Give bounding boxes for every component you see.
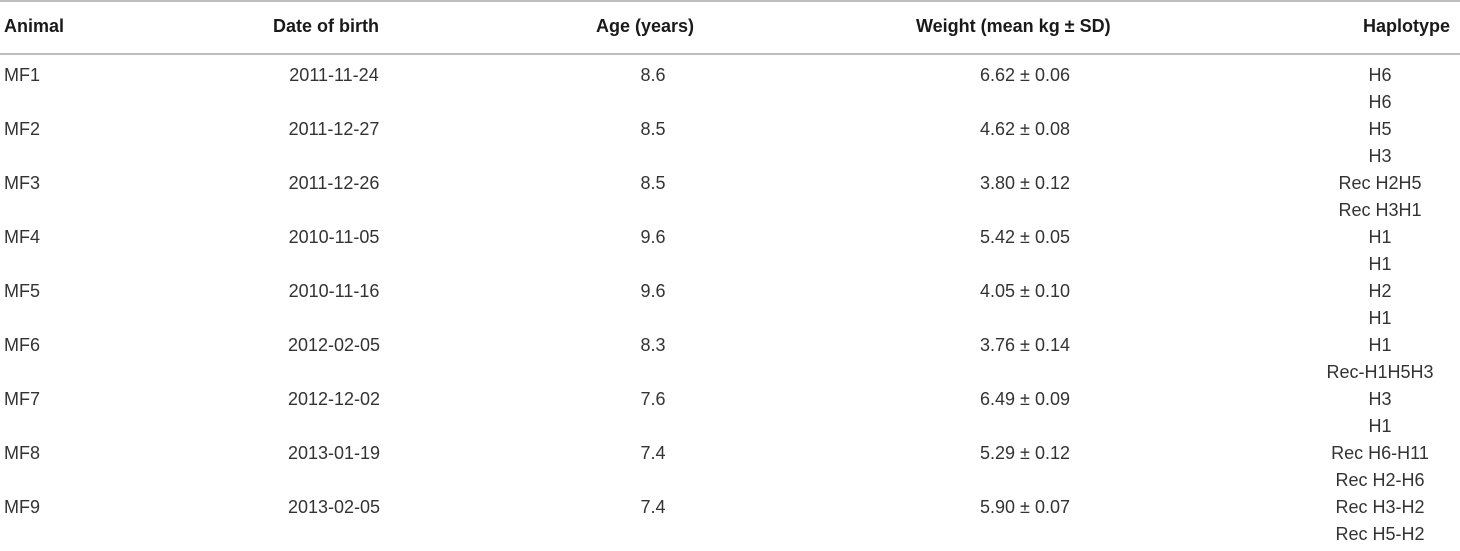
table-row: MF9 2013-02-05 7.4 5.90 ± 0.07 Rec H3-H2…: [0, 487, 1460, 544]
haplotype-2: Rec H3H1: [1338, 200, 1422, 220]
cell-age: 9.6: [640, 281, 666, 301]
cell-haplotype: Rec H2H5 Rec H3H1: [1300, 173, 1460, 227]
cell-haplotype: Rec H3-H2 Rec H5-H2: [1300, 497, 1460, 551]
haplotype-2: H1: [1368, 416, 1392, 436]
haplotype-1: H3: [1368, 389, 1392, 409]
header-animal: Animal: [4, 16, 65, 36]
cell-age: 8.5: [640, 119, 666, 139]
cell-date-of-birth: 2011-11-24: [289, 65, 379, 85]
cell-weight: 5.90 ± 0.07: [980, 497, 1070, 517]
cell-weight: 3.80 ± 0.12: [980, 173, 1070, 193]
table-row: MF6 2012-02-05 8.3 3.76 ± 0.14 H1 Rec-H1…: [0, 325, 1460, 382]
cell-animal: MF6: [4, 335, 40, 355]
haplotype-1: Rec H2H5: [1338, 173, 1422, 193]
cell-age: 8.5: [640, 173, 666, 193]
cell-animal: MF5: [4, 281, 40, 301]
cell-date-of-birth: 2013-01-19: [287, 443, 381, 463]
haplotype-2: Rec H2-H6: [1335, 470, 1425, 490]
table-row: MF3 2011-12-26 8.5 3.80 ± 0.12 Rec H2H5 …: [0, 163, 1460, 220]
table-top-rule: [0, 0, 1460, 2]
table-row: MF7 2012-12-02 7.6 6.49 ± 0.09 H3 H1: [0, 379, 1460, 436]
cell-weight: 6.62 ± 0.06: [980, 65, 1070, 85]
cell-date-of-birth: 2012-02-05: [287, 335, 381, 355]
cell-animal: MF4: [4, 227, 40, 247]
cell-animal: MF7: [4, 389, 40, 409]
header-weight: Weight (mean kg ± SD): [916, 16, 1111, 36]
haplotype-1: H6: [1368, 65, 1392, 85]
cell-age: 8.3: [640, 335, 666, 355]
cell-date-of-birth: 2010-11-05: [288, 227, 380, 247]
header-date-of-birth: Date of birth: [273, 16, 379, 36]
cell-weight: 3.76 ± 0.14: [980, 335, 1070, 355]
table-row: MF5 2010-11-16 9.6 4.05 ± 0.10 H2 H1: [0, 271, 1460, 328]
cell-haplotype: H5 H3: [1300, 119, 1460, 173]
haplotype-1: Rec H6-H11: [1331, 443, 1429, 463]
cell-age: 9.6: [640, 227, 666, 247]
cell-date-of-birth: 2013-02-05: [287, 497, 381, 517]
cell-age: 7.6: [640, 389, 666, 409]
cell-haplotype: H6 H6: [1300, 65, 1460, 119]
haplotype-2: Rec-H1H5H3: [1326, 362, 1434, 382]
haplotype-2: Rec H5-H2: [1335, 524, 1425, 544]
cell-haplotype: H1 Rec-H1H5H3: [1300, 335, 1460, 389]
cell-weight: 4.62 ± 0.08: [980, 119, 1070, 139]
haplotype-2: H6: [1368, 92, 1392, 112]
cell-age: 8.6: [640, 65, 666, 85]
table-header-row: Animal Date of birth Age (years) Weight …: [0, 0, 1460, 53]
cell-date-of-birth: 2011-12-27: [288, 119, 380, 139]
haplotype-1: H2: [1368, 281, 1392, 301]
cell-animal: MF3: [4, 173, 40, 193]
cell-haplotype: H1 H1: [1300, 227, 1460, 281]
cell-weight: 4.05 ± 0.10: [980, 281, 1070, 301]
cell-animal: MF9: [4, 497, 40, 517]
cell-weight: 5.42 ± 0.05: [980, 227, 1070, 247]
table-row: MF1 2011-11-24 8.6 6.62 ± 0.06 H6 H6: [0, 55, 1460, 112]
table-row: MF4 2010-11-05 9.6 5.42 ± 0.05 H1 H1: [0, 217, 1460, 274]
cell-weight: 5.29 ± 0.12: [980, 443, 1070, 463]
header-age: Age (years): [596, 16, 695, 36]
cell-animal: MF1: [4, 65, 40, 85]
haplotype-2: H1: [1368, 254, 1392, 274]
table-row: MF8 2013-01-19 7.4 5.29 ± 0.12 Rec H6-H1…: [0, 433, 1460, 490]
cell-age: 7.4: [640, 497, 666, 517]
haplotype-1: H5: [1368, 119, 1392, 139]
cell-haplotype: Rec H6-H11 Rec H2-H6: [1300, 443, 1460, 497]
cell-weight: 6.49 ± 0.09: [980, 389, 1070, 409]
cell-haplotype: H2 H1: [1300, 281, 1460, 335]
table-row: MF2 2011-12-27 8.5 4.62 ± 0.08 H5 H3: [0, 109, 1460, 166]
haplotype-1: Rec H3-H2: [1335, 497, 1425, 517]
haplotype-1: H1: [1368, 227, 1392, 247]
table-header-rule: [0, 53, 1460, 55]
cell-date-of-birth: 2010-11-16: [288, 281, 380, 301]
haplotype-2: H1: [1368, 308, 1392, 328]
cell-animal: MF8: [4, 443, 40, 463]
haplotype-1: H1: [1368, 335, 1392, 355]
cell-animal: MF2: [4, 119, 40, 139]
haplotype-2: H3: [1368, 146, 1392, 166]
cell-haplotype: H3 H1: [1300, 389, 1460, 443]
header-haplotype: Haplotype: [1362, 16, 1450, 36]
cell-age: 7.4: [640, 443, 666, 463]
cell-date-of-birth: 2011-12-26: [288, 173, 380, 193]
cell-date-of-birth: 2012-12-02: [287, 389, 381, 409]
